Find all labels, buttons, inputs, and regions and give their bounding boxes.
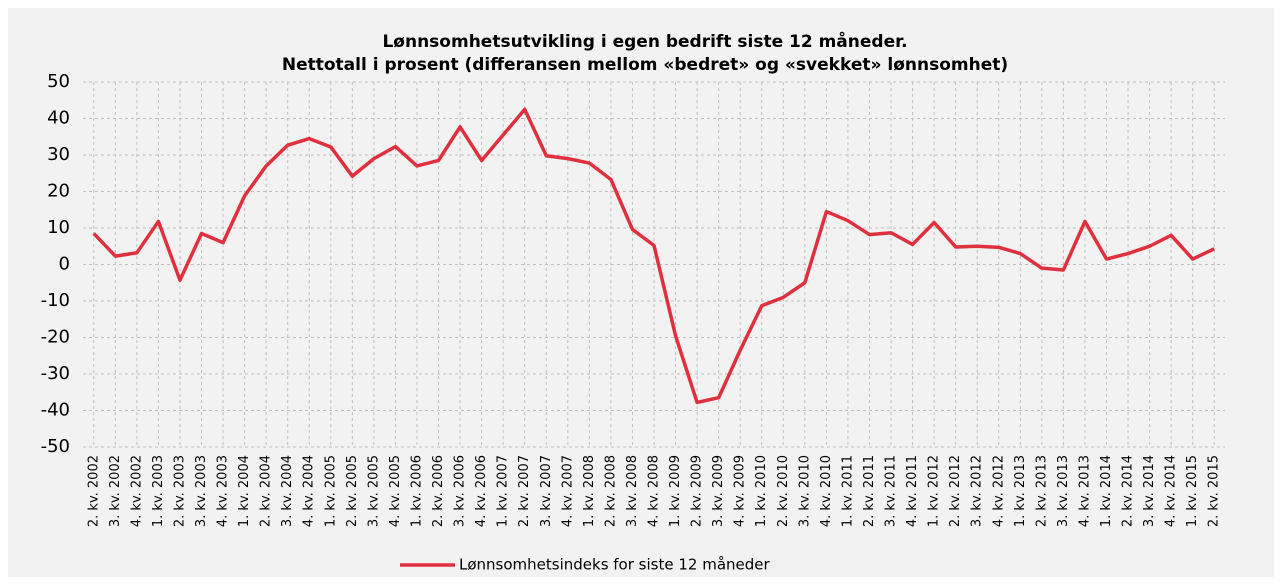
x-tick-label: 4. kv. 2003: [216, 455, 231, 527]
x-tick-label: 3. kv. 2012: [970, 455, 985, 527]
line: [92, 107, 1215, 405]
x-tick-label: 3. kv. 2005: [366, 455, 381, 527]
x-tick-label: 2. kv. 2004: [259, 455, 274, 527]
y-tick-label: -50: [41, 436, 70, 457]
x-tick-label: 4. kv. 2005: [388, 455, 403, 527]
x-tick-label: 3. kv. 2010: [797, 455, 812, 527]
chart-title: Lønnsomhetsutvikling i egen bedrift sist…: [382, 30, 907, 52]
x-tick-label: 2. kv. 2015: [1207, 455, 1222, 527]
x-tick-label: 3. kv. 2008: [625, 455, 640, 527]
x-tick-label: 4. kv. 2002: [129, 455, 144, 527]
x-tick-label: 1. kv. 2007: [496, 455, 511, 527]
y-tick-label: 0: [59, 254, 70, 275]
y-tick-label: -30: [41, 363, 70, 384]
x-tick-label: 1. kv. 2014: [1099, 455, 1114, 527]
y-tick-label: -10: [41, 290, 70, 311]
x-tick-label: 1. kv. 2011: [840, 455, 855, 527]
y-tick-label: 30: [47, 144, 70, 165]
x-tick-label: 1. kv. 2003: [151, 455, 166, 527]
x-tick-label: 1. kv. 2008: [582, 455, 597, 527]
x-tick-label: 4. kv. 2014: [1164, 455, 1179, 527]
x-tick-label: 3. kv. 2011: [884, 455, 899, 527]
x-tick-label: 1. kv. 2005: [323, 455, 338, 527]
x-tick-label: 1. kv. 2015: [1185, 455, 1200, 527]
legend-label: Lønnsomhetsindeks for siste 12 måneder: [459, 556, 770, 574]
y-tick-label: -20: [41, 327, 70, 348]
x-tick-label: 2. kv. 2008: [603, 455, 618, 527]
x-tick-label: 4. kv. 2011: [905, 455, 920, 527]
x-tick-label: 4. kv. 2004: [302, 455, 317, 527]
x-tick-label: 2. kv. 2010: [776, 455, 791, 527]
x-tick-label: 3. kv. 2007: [539, 455, 554, 527]
x-tick-label: 2. kv. 2012: [948, 455, 963, 527]
x-tick-label: 4. kv. 2009: [733, 455, 748, 527]
x-tick-label: 3. kv. 2004: [280, 455, 295, 527]
x-tick-label: 2. kv. 2009: [690, 455, 705, 527]
x-tick-label: 1. kv. 2013: [1013, 455, 1028, 527]
x-tick-label: 1. kv. 2004: [237, 455, 252, 527]
x-tick-label: 1. kv. 2010: [754, 455, 769, 527]
x-tick-label: 2. kv. 2002: [86, 455, 101, 527]
chart-subtitle: Nettotall i prosent (differansen mellom …: [282, 55, 1008, 75]
x-tick-label: 2. kv. 2013: [1034, 455, 1049, 527]
x-tick-label: 4. kv. 2006: [474, 455, 489, 527]
x-tick-label: 2. kv. 2006: [431, 455, 446, 527]
x-tick-label: 2. kv. 2014: [1121, 455, 1136, 527]
y-tick-label: 20: [47, 181, 70, 202]
x-tick-label: 1. kv. 2012: [927, 455, 942, 527]
x-tick-label: 2. kv. 2003: [172, 455, 187, 527]
x-tick-label: 3. kv. 2013: [1056, 455, 1071, 527]
x-tick-label: 3. kv. 2014: [1142, 455, 1157, 527]
y-tick-label: 40: [47, 108, 70, 129]
y-tick-label: 50: [47, 71, 70, 92]
x-tick-label: 4. kv. 2013: [1077, 455, 1092, 527]
x-tick-label: 4. kv. 2008: [647, 455, 662, 527]
x-tick-label: 4. kv. 2012: [991, 455, 1006, 527]
x-tick-label: 4. kv. 2010: [819, 455, 834, 527]
x-tick-label: 3. kv. 2002: [108, 455, 123, 527]
x-tick-label: 2. kv. 2011: [862, 455, 877, 527]
x-tick-label: 2. kv. 2005: [345, 455, 360, 527]
y-tick-label: 10: [47, 217, 70, 238]
x-tick-label: 3. kv. 2009: [711, 455, 726, 527]
y-tick-label: -40: [41, 400, 70, 421]
x-tick-label: 1. kv. 2009: [668, 455, 683, 527]
x-tick-label: 4. kv. 2007: [560, 455, 575, 527]
x-tick-label: 3. kv. 2006: [453, 455, 468, 527]
x-tick-label: 2. kv. 2007: [517, 455, 532, 527]
x-tick-label: 1. kv. 2006: [409, 455, 424, 527]
x-tick-label: 3. kv. 2003: [194, 455, 209, 527]
